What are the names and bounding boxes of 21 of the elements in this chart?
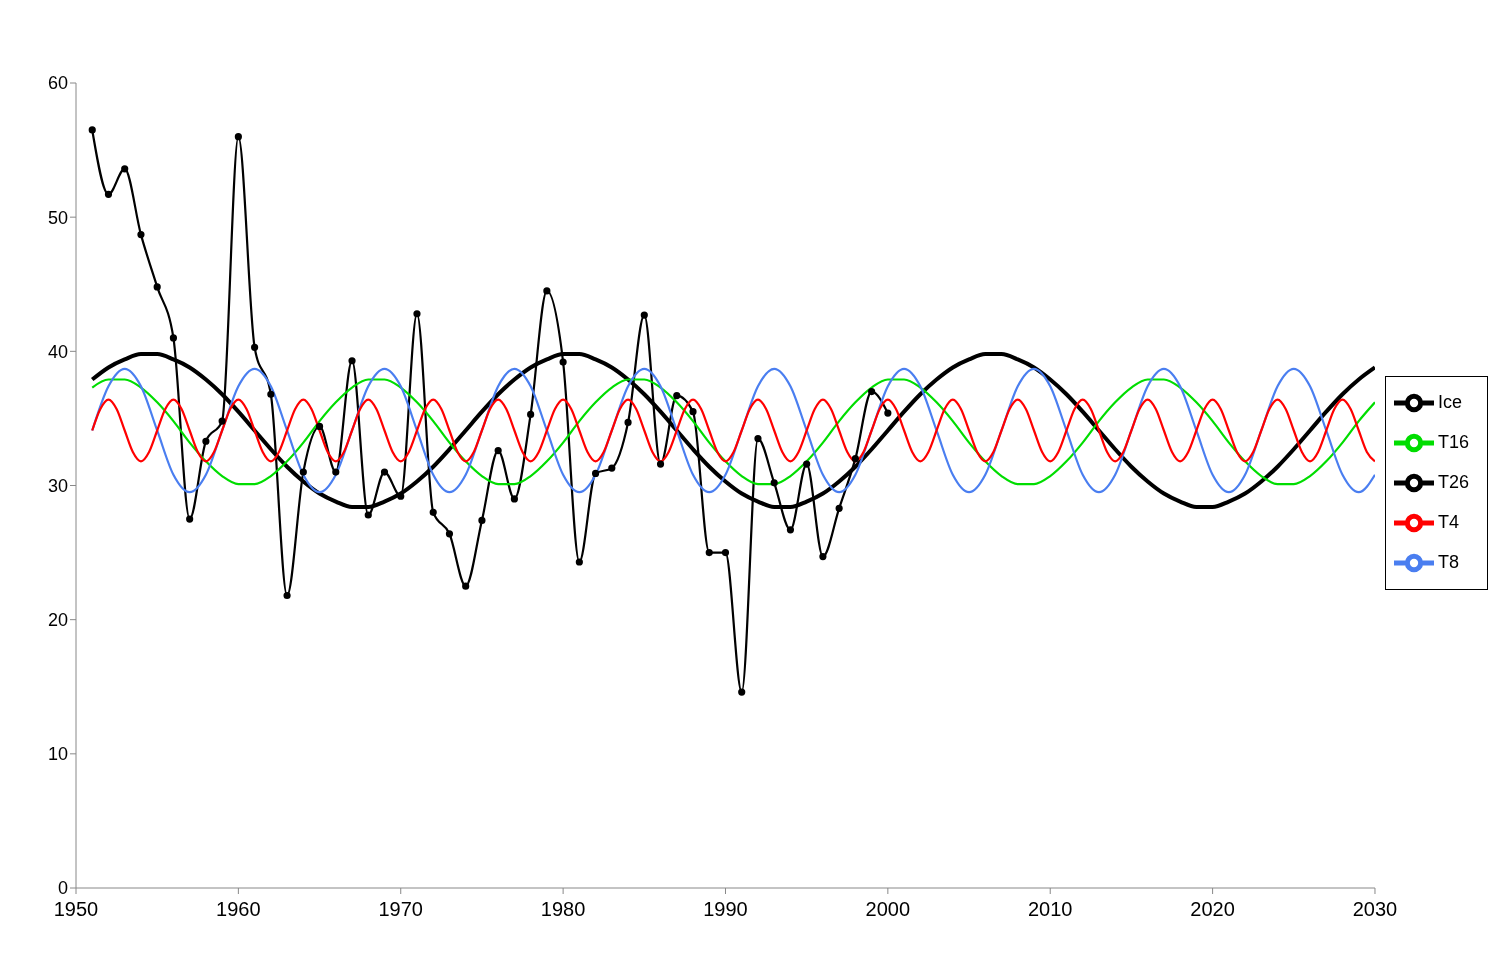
x-tick-label: 2010 — [1027, 898, 1073, 921]
y-tick-label: 20 — [47, 610, 68, 631]
x-tick-label: 2020 — [1190, 898, 1235, 921]
x-tick-label: 1970 — [378, 898, 423, 921]
x-tick-label: 1980 — [540, 898, 586, 921]
y-tick-label: 40 — [47, 341, 68, 362]
y-tick-label: 30 — [47, 475, 68, 496]
x-tick-label: 1960 — [216, 898, 261, 921]
legend-label: T26 — [1437, 471, 1469, 492]
y-tick-label: 0 — [57, 878, 68, 899]
x-tick-label: 1950 — [53, 898, 99, 921]
legend-label: T16 — [1437, 431, 1469, 452]
y-tick-label: 50 — [47, 207, 68, 228]
y-tick-label: 10 — [47, 744, 68, 765]
x-tick-label: 2000 — [865, 898, 911, 921]
x-tick-label: 2030 — [1352, 898, 1398, 921]
legend-label: Ice — [1437, 391, 1462, 412]
y-tick-label: 60 — [47, 73, 68, 94]
legend-label: T8 — [1437, 551, 1459, 572]
legend-label: T4 — [1437, 511, 1459, 532]
x-tick-label: 1990 — [703, 898, 748, 921]
